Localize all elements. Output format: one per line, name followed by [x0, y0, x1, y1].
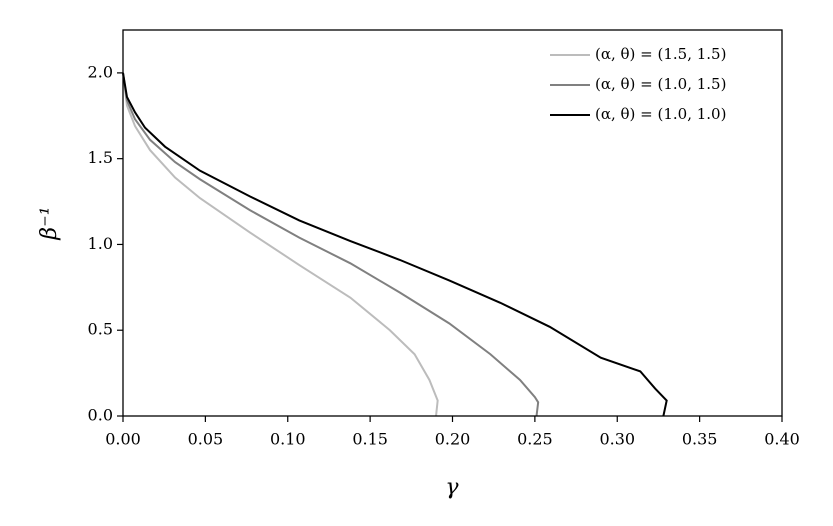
- x-tick-label: 0.35: [682, 430, 718, 449]
- x-tick-label: 0.40: [764, 430, 800, 449]
- x-tick-label: 0.00: [105, 430, 141, 449]
- legend-text: (α, θ) = (1.5, 1.5): [595, 45, 726, 63]
- x-tick-label: 0.25: [517, 430, 553, 449]
- y-tick-label: 1.5: [88, 148, 113, 167]
- y-tick-label: 0.0: [88, 406, 113, 425]
- x-axis-label: γ: [445, 475, 459, 500]
- series-line: [122, 72, 540, 417]
- y-tick-label: 2.0: [88, 62, 113, 81]
- x-tick-label: 0.05: [188, 430, 224, 449]
- y-tick-label: 0.5: [88, 320, 113, 339]
- y-axis-label: β⁻¹: [37, 206, 62, 240]
- plot-frame: [122, 29, 783, 417]
- series-line: [122, 72, 668, 417]
- x-tick-label: 0.10: [270, 430, 306, 449]
- y-tick-label: 1.0: [88, 234, 113, 253]
- legend-text: (α, θ) = (1.0, 1.0): [595, 105, 726, 123]
- x-tick-label: 0.15: [352, 430, 388, 449]
- x-tick-label: 0.30: [599, 430, 635, 449]
- legend-text: (α, θ) = (1.0, 1.5): [595, 75, 726, 93]
- series-line: [122, 72, 439, 417]
- x-tick-label: 0.20: [435, 430, 471, 449]
